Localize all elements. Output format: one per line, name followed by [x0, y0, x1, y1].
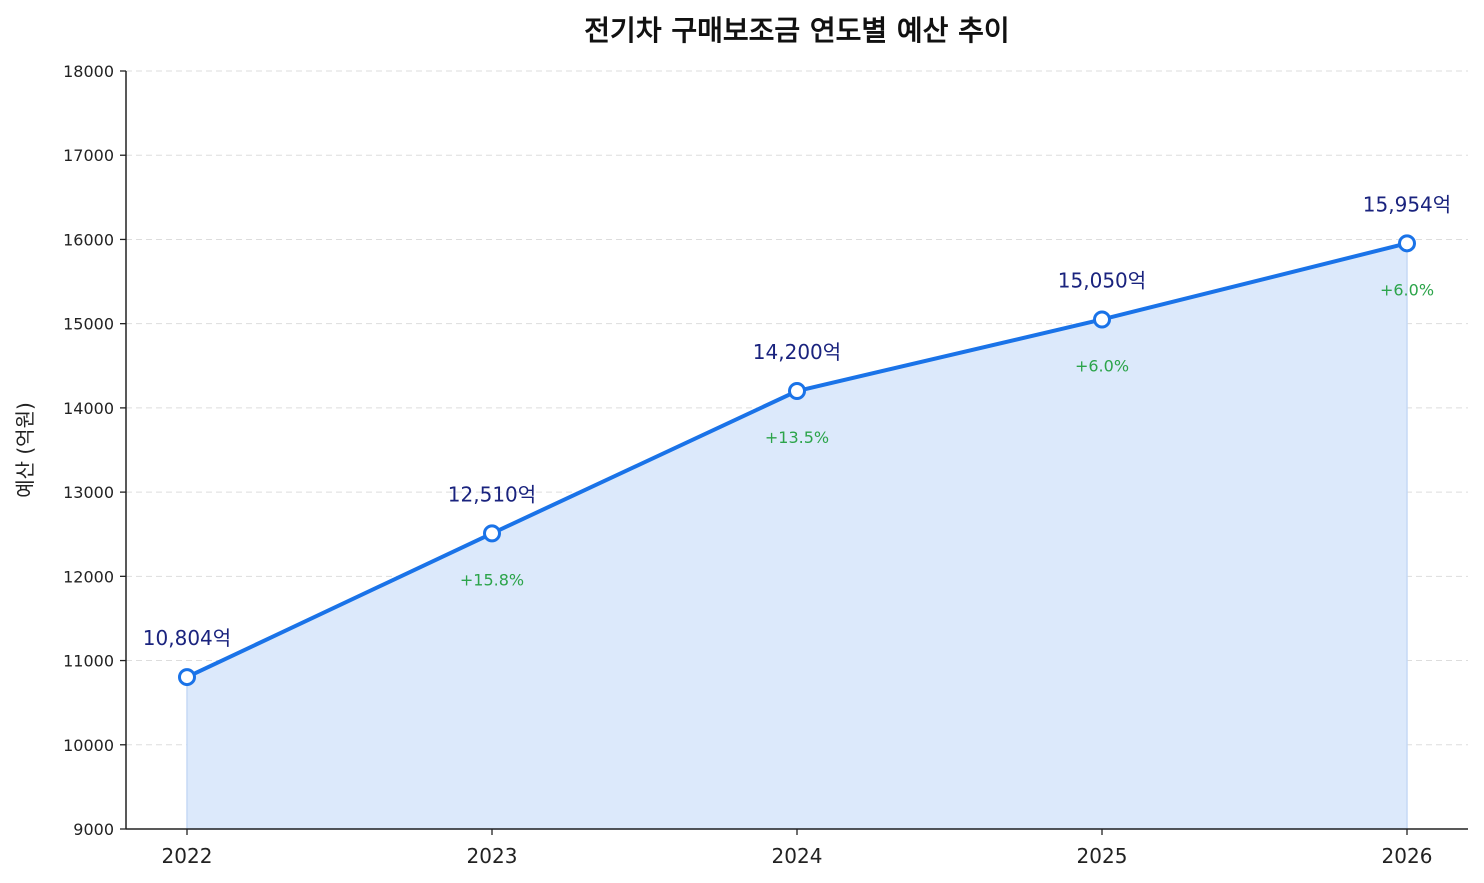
value-label: 14,200억 [753, 340, 841, 364]
y-tick-label: 17000 [63, 146, 114, 165]
area-fill [186, 242, 1408, 830]
value-label: 15,954억 [1363, 192, 1451, 216]
y-tick-label: 13000 [63, 483, 114, 502]
data-point [1093, 310, 1111, 329]
data-point [483, 524, 501, 543]
y-tick-label: 18000 [63, 62, 114, 81]
x-tick-label: 2025 [1077, 844, 1128, 868]
y-tick-label: 16000 [63, 230, 114, 249]
growth-label: +15.8% [460, 570, 524, 589]
value-label: 10,804억 [143, 626, 231, 650]
y-tick-label: 10000 [63, 736, 114, 755]
data-point [788, 382, 806, 401]
value-label: 12,510억 [448, 482, 536, 506]
growth-label: +6.0% [1380, 280, 1434, 299]
y-tick-label: 9000 [73, 820, 114, 839]
x-tick-label: 2026 [1382, 844, 1433, 868]
growth-label: +13.5% [765, 428, 829, 447]
x-tick-label: 2023 [467, 844, 518, 868]
value-label: 15,050억 [1058, 268, 1146, 292]
x-tick-label: 2024 [772, 844, 823, 868]
y-tick-label: 11000 [63, 652, 114, 671]
growth-label: +6.0% [1075, 356, 1129, 375]
y-tick-label: 12000 [63, 567, 114, 586]
chart-title: 전기차 구매보조금 연도별 예산 추이 [584, 14, 1009, 47]
x-tick-label: 2022 [162, 844, 213, 868]
y-tick-label: 14000 [63, 399, 114, 418]
data-point [178, 668, 196, 687]
y-tick-label: 15000 [63, 315, 114, 334]
y-axis-label: 예산 (억원) [13, 402, 37, 498]
data-point [1398, 234, 1416, 253]
